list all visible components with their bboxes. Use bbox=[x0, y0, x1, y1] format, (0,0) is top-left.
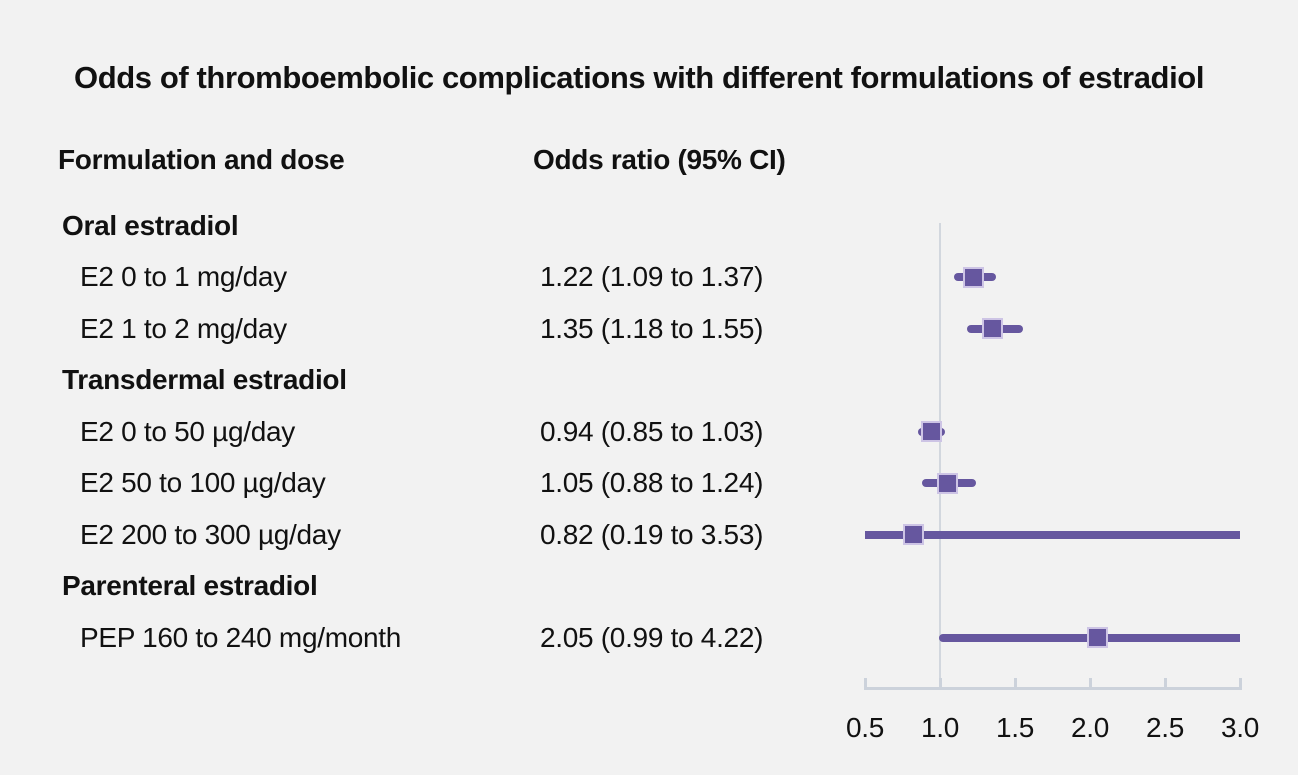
x-axis-tick-label: 0.5 bbox=[845, 712, 885, 743]
column-header-formulation: Formulation and dose bbox=[58, 144, 345, 175]
figure-title: Odds of thromboembolic complications wit… bbox=[74, 60, 1205, 95]
x-axis-tick-label: 2.0 bbox=[1070, 712, 1110, 743]
x-axis-tick-label: 1.0 bbox=[920, 712, 960, 743]
row-label: PEP 160 to 240 mg/month bbox=[80, 621, 402, 653]
x-axis-tick-label: 3.0 bbox=[1220, 712, 1260, 743]
x-axis-tick-label: 1.5 bbox=[995, 712, 1035, 743]
point-estimate-marker bbox=[902, 524, 924, 546]
odds-ratio-value: 1.05 (0.88 to 1.24) bbox=[540, 467, 764, 499]
odds-ratio-value: 2.05 (0.99 to 4.22) bbox=[540, 621, 764, 653]
odds-ratio-value: 0.82 (0.19 to 3.53) bbox=[540, 518, 764, 550]
x-axis-tick bbox=[1238, 677, 1242, 687]
group-label: Transdermal estradiol bbox=[62, 364, 347, 396]
column-header-odds-ratio: Odds ratio (95% CI) bbox=[533, 144, 786, 175]
row-label: E2 50 to 100 µg/day bbox=[80, 467, 326, 499]
row-label: E2 200 to 300 µg/day bbox=[80, 518, 341, 550]
point-estimate-marker bbox=[1087, 627, 1108, 649]
row-label: E2 0 to 1 mg/day bbox=[80, 261, 287, 293]
row-label: E2 0 to 50 µg/day bbox=[80, 415, 295, 447]
ci-line bbox=[865, 530, 1240, 539]
odds-ratio-value: 1.22 (1.09 to 1.37) bbox=[540, 261, 764, 293]
x-axis-tick-label: 2.5 bbox=[1145, 712, 1185, 743]
x-axis-tick bbox=[1013, 677, 1017, 687]
x-axis-line bbox=[863, 686, 1242, 690]
odds-ratio-value: 0.94 (0.85 to 1.03) bbox=[540, 415, 764, 447]
reference-line bbox=[938, 223, 942, 690]
row-label: E2 1 to 2 mg/day bbox=[80, 312, 287, 344]
point-estimate-marker bbox=[962, 266, 984, 288]
x-axis-tick bbox=[1163, 677, 1167, 687]
group-label: Parenteral estradiol bbox=[62, 570, 318, 602]
x-axis-tick bbox=[938, 677, 942, 687]
group-label: Oral estradiol bbox=[62, 209, 239, 241]
odds-ratio-value: 1.35 (1.18 to 1.55) bbox=[540, 312, 764, 344]
point-estimate-marker bbox=[982, 318, 1003, 340]
x-axis-tick bbox=[863, 677, 867, 687]
x-axis-tick bbox=[1088, 677, 1092, 687]
point-estimate-marker bbox=[937, 472, 958, 494]
point-estimate-marker bbox=[920, 421, 942, 443]
